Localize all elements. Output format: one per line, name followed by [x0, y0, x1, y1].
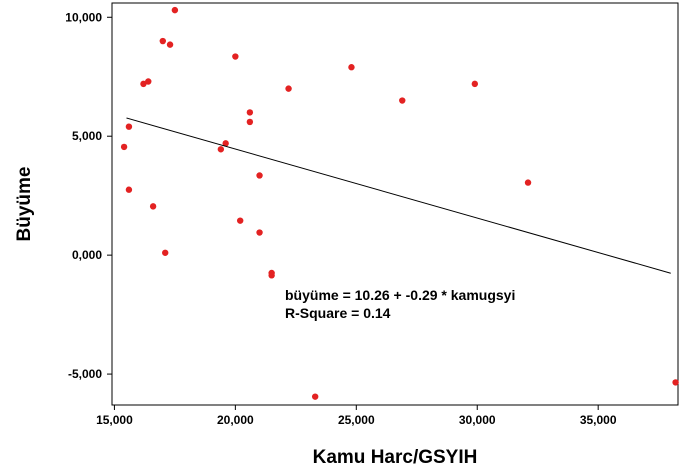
- data-point: [256, 229, 263, 236]
- x-tick-label: 15,000: [96, 413, 133, 427]
- data-point: [145, 78, 152, 85]
- regression-group: [126, 117, 671, 274]
- data-point: [471, 80, 479, 88]
- data-point: [171, 6, 179, 14]
- x-tick-label: 25,000: [338, 413, 375, 427]
- x-axis: 15,000 20,000 25,000 30,000 35,000: [96, 405, 617, 427]
- data-point: [672, 379, 679, 386]
- data-point: [246, 109, 254, 116]
- data-points: [120, 6, 679, 400]
- data-point: [236, 217, 244, 224]
- data-point: [159, 37, 166, 45]
- plot-frame: [111, 2, 679, 406]
- y-tick-label: 5,000: [72, 129, 102, 143]
- data-point: [217, 146, 225, 153]
- data-point: [162, 249, 169, 256]
- data-point: [222, 140, 229, 147]
- y-axis-title: Büyüme: [14, 167, 35, 242]
- data-point: [232, 53, 239, 60]
- regression-equation: büyüme = 10.26 + -0.29 * kamugsyi: [285, 287, 515, 303]
- x-tick-label: 35,000: [580, 413, 617, 427]
- data-point: [125, 186, 133, 193]
- data-point: [311, 393, 319, 400]
- x-tick-label: 30,000: [459, 413, 496, 427]
- data-point: [125, 123, 133, 130]
- data-point: [140, 80, 147, 88]
- x-tick-label: 20,000: [217, 413, 254, 427]
- y-tick-label: 0,000: [72, 248, 102, 262]
- data-point: [399, 97, 406, 104]
- data-point: [166, 41, 174, 48]
- regression-line: [126, 117, 671, 274]
- data-point: [246, 118, 254, 126]
- y-tick-label: 10,000: [65, 10, 102, 24]
- data-point: [256, 172, 263, 179]
- data-point: [348, 64, 355, 71]
- data-point: [149, 203, 157, 210]
- y-axis: -5,000 0,000 5,000 10,000: [65, 10, 112, 381]
- y-tick-label: -5,000: [68, 367, 102, 381]
- data-point: [285, 85, 292, 92]
- data-point: [268, 272, 275, 279]
- r-square-label: R-Square = 0.14: [285, 305, 391, 321]
- data-point: [524, 179, 532, 186]
- data-point: [120, 143, 128, 151]
- x-axis-title: Kamu Harc/GSYIH: [313, 447, 478, 468]
